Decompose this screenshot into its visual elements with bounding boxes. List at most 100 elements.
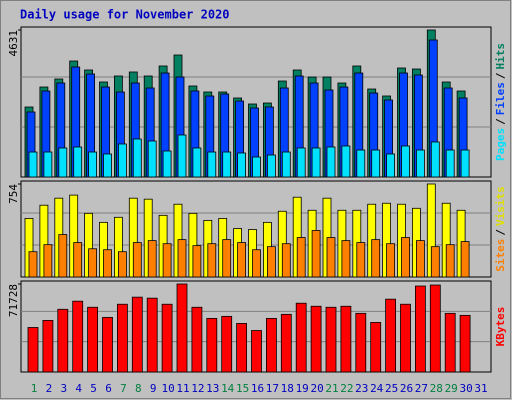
x-tick-label: 14 [221,382,235,395]
x-tick-label: 19 [296,382,309,395]
bar [266,154,276,178]
bar [325,306,337,373]
bar [191,306,203,373]
bar [103,153,112,178]
bar [371,239,381,278]
bar [162,150,172,178]
x-tick-label: 3 [60,382,67,395]
bar [296,147,306,178]
bar [57,308,69,373]
bar [147,240,157,278]
bar [429,284,441,373]
bar [356,149,366,178]
bar [281,151,291,178]
bar [207,243,217,278]
x-tick-label: 28 [430,382,443,395]
x-tick-label: 1 [31,382,38,395]
x-tick-label: 9 [150,382,157,395]
bar [118,143,127,178]
bar [192,245,202,278]
bar [401,237,410,278]
x-tick-label: 23 [355,382,368,395]
bar [132,138,142,178]
bar [87,306,98,373]
x-tick-label: 26 [400,382,413,395]
x-tick-label: 10 [161,382,174,395]
legend-entry: Pages [494,128,507,161]
legend-entry: Sites [494,239,507,272]
bar [341,145,351,178]
bar [58,234,68,278]
bar [146,297,158,373]
bar [414,285,426,373]
bar [207,151,217,178]
bar [222,239,232,278]
bar [341,240,351,278]
bar [370,322,382,373]
bar [355,312,367,373]
bar [385,298,397,373]
bar [311,230,321,278]
x-tick-label: 22 [340,382,353,395]
x-tick-label: 25 [385,382,398,395]
bar [58,147,68,178]
x-tick-label: 8 [135,382,142,395]
bar [221,315,233,373]
bar [252,249,261,278]
legend: Pages / Files / Hits [494,43,507,161]
bar [386,243,396,278]
bar [176,283,188,373]
bar [118,251,127,278]
bar [132,242,142,278]
bar [131,296,143,373]
bar [326,146,336,178]
x-tick-label: 4 [75,382,82,395]
x-tick-label: 20 [310,382,323,395]
bar [27,327,39,373]
legend: Sites / Visits [494,186,507,272]
bar [28,251,38,278]
bar [460,149,470,178]
bar [162,243,172,278]
y-tick-label: 71728 [7,284,20,317]
bar [103,249,112,278]
bar [430,246,440,278]
bar [280,313,292,373]
bar [73,146,83,178]
x-tick-label: 17 [266,382,279,395]
bar [222,151,232,178]
x-tick-label: 7 [120,382,127,395]
x-tick-label: 6 [105,382,112,395]
bar [252,156,261,178]
x-tick-label: 18 [281,382,294,395]
bar [88,248,97,278]
x-tick-label: 11 [176,382,189,395]
bar [43,244,53,278]
bar [445,149,455,178]
bar [147,140,157,178]
bar [445,244,455,278]
x-tick-label: 13 [206,382,219,395]
bar [117,303,128,373]
bar [415,240,425,278]
bar [161,303,173,373]
bar [177,239,187,278]
legend-entry: Files [494,82,507,115]
bar [237,152,247,178]
bar [28,151,38,178]
bar [43,151,53,178]
bar [459,314,471,373]
bar [430,141,440,178]
bar [401,145,410,178]
legend-entry: Hits [494,43,507,70]
bar [400,303,411,373]
bar [340,305,352,373]
bar [326,237,336,278]
y-tick-label: 4631 [7,30,20,57]
x-tick-label: 2 [46,382,53,395]
legend-separator: / [494,118,507,125]
bar [266,246,276,278]
bar [42,320,54,373]
